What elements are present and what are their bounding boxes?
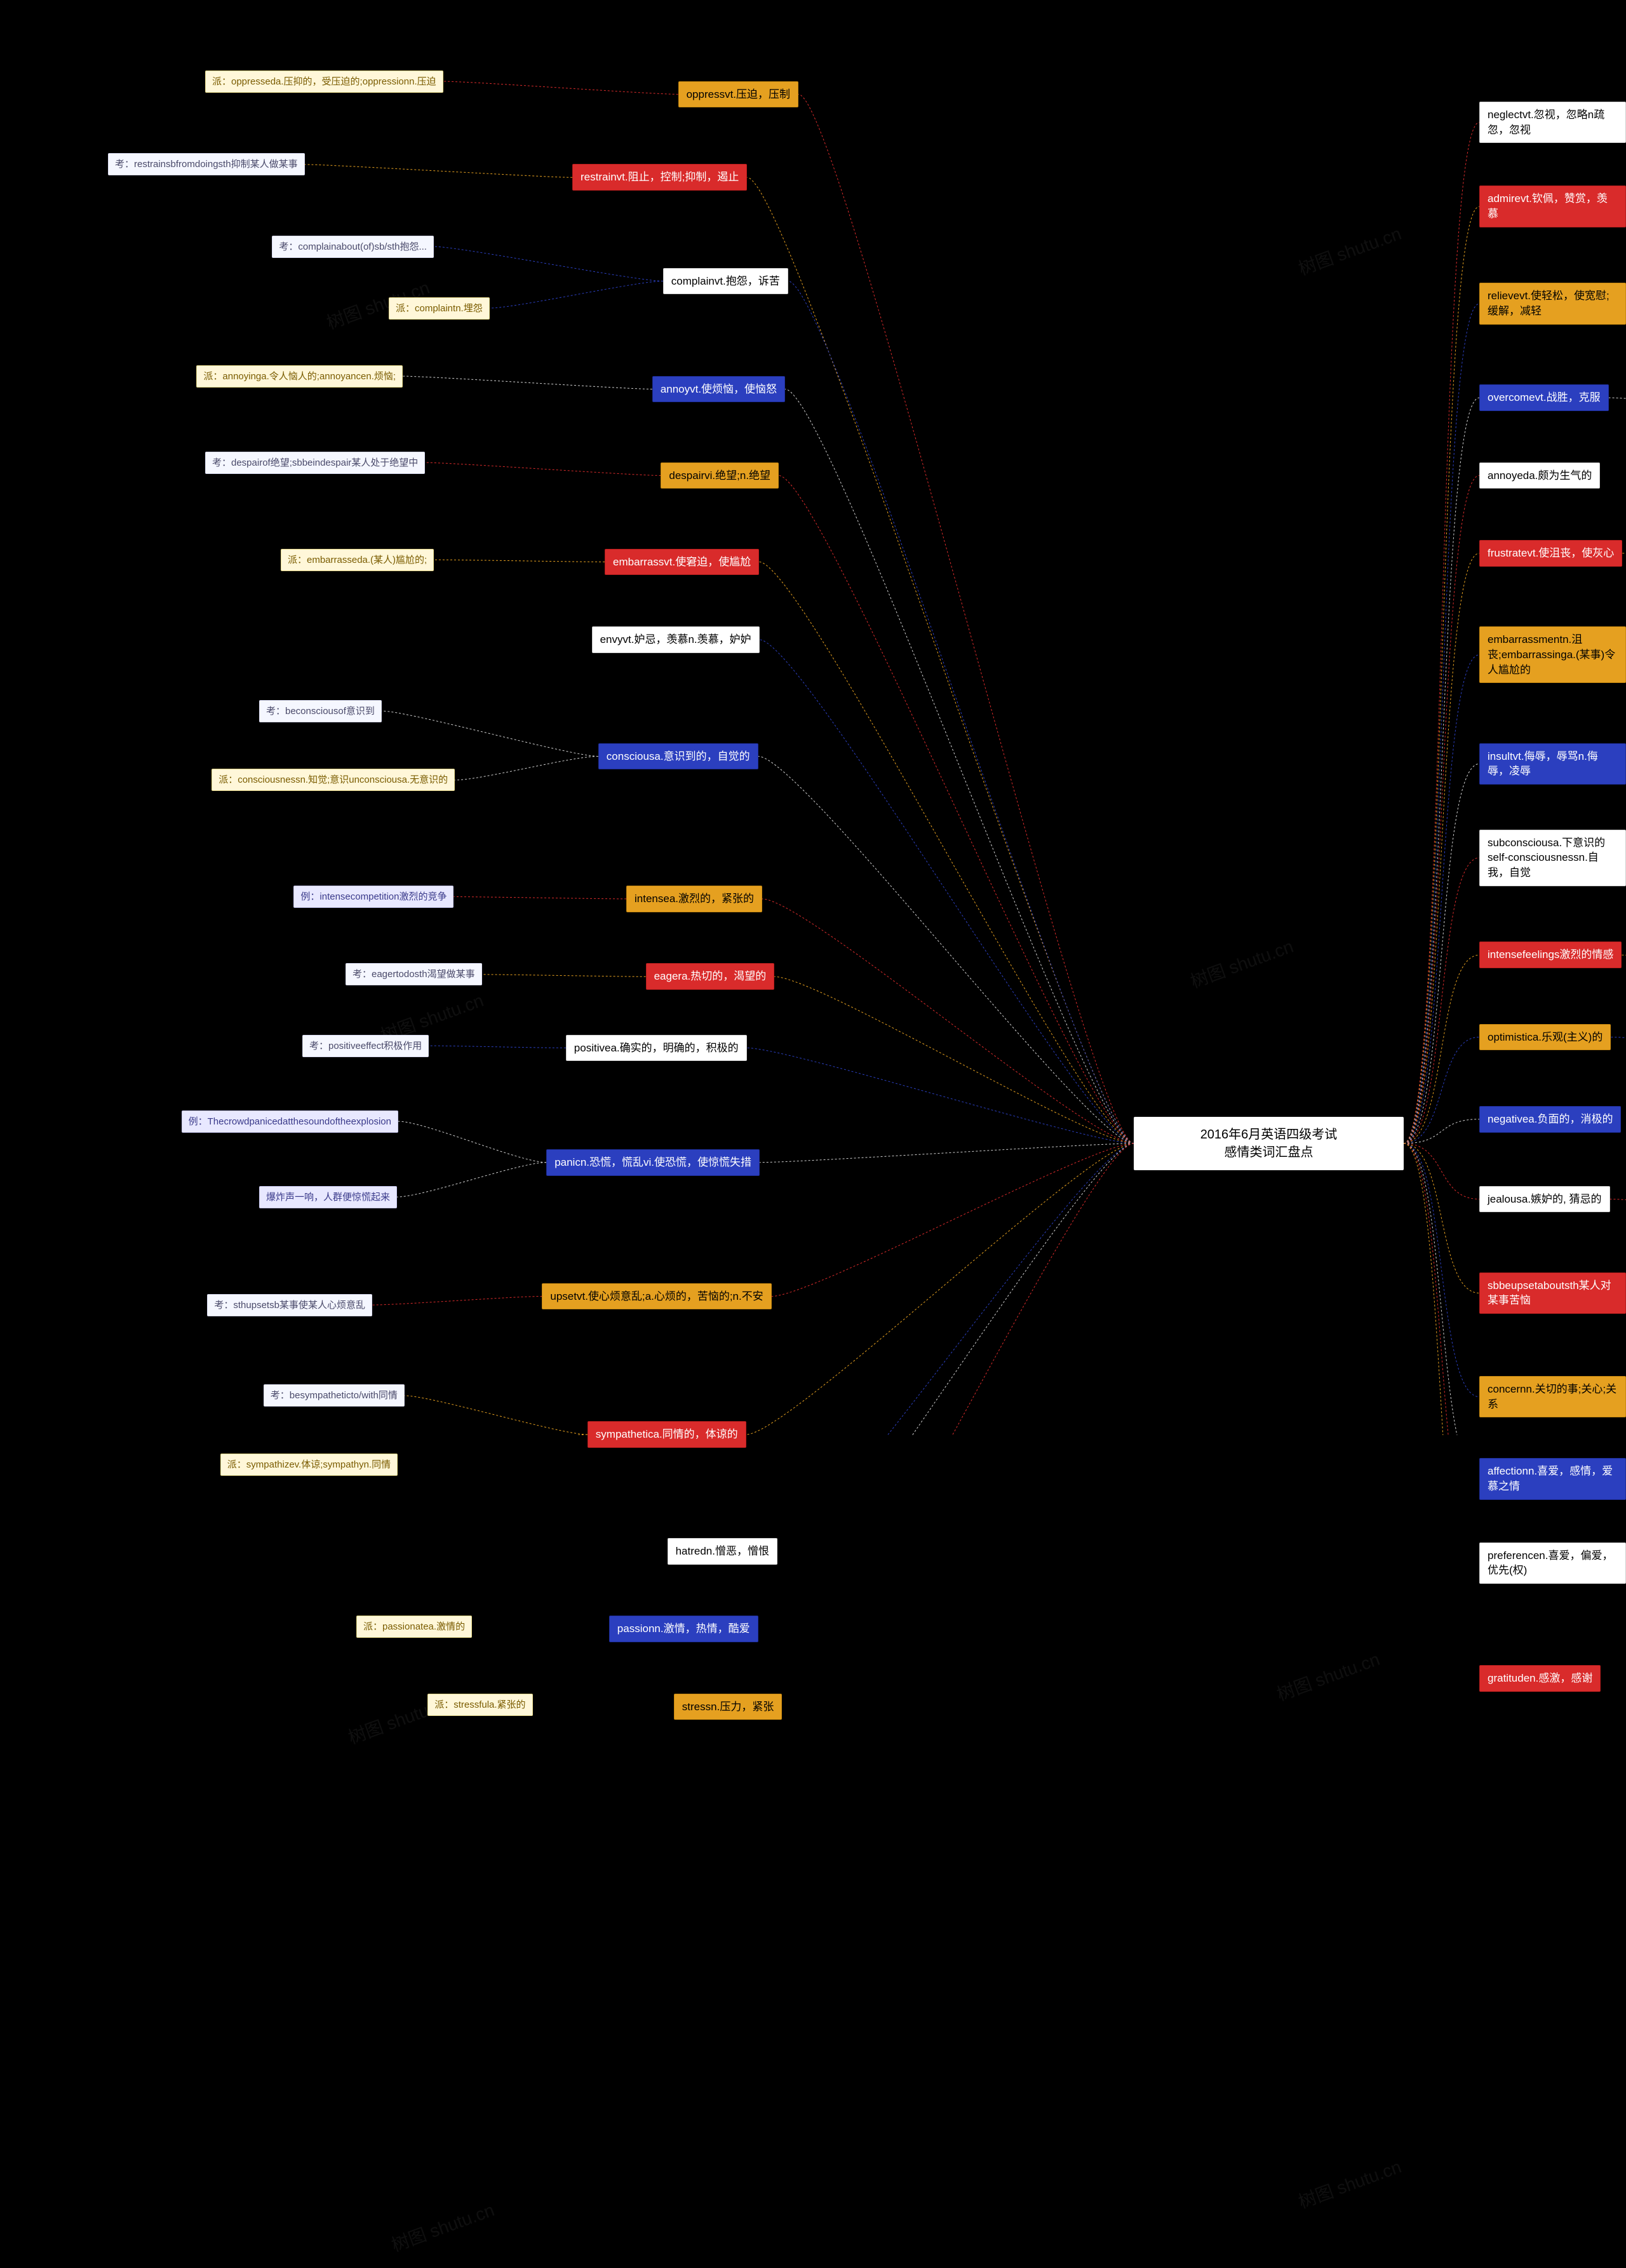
left-node-3: annoyvt.使烦恼，使恼怒 [652,376,785,403]
left-node-6: envyvt.妒忌，羡慕n.羡慕，妒妒 [592,626,760,653]
left-node-14: hatredn.憎恶，憎恨 [668,1538,777,1565]
right-node-0: neglectvt.忽视，忽略n疏忽，忽视 [1479,102,1626,144]
left-node-16: stressn.压力，紧张 [674,1694,783,1720]
left-node-11: panicn.恐慌，慌乱vi.使恐慌，使惊慌失措 [546,1149,760,1176]
left-node-5: embarrassvt.使窘迫，使尴尬 [605,549,759,576]
mindmap-canvas: 2016年6月英语四级考试 感情类词汇盘点 树图 shutu.cn 树图 shutu… [0,0,1626,1435]
right-node-11: negativea.负面的，消极的 [1479,1106,1621,1133]
left-leaf-16-0: 派：stressfula.紧张的 [427,1694,532,1716]
left-leaf-0-0: 派：oppresseda.压抑的，受压迫的;oppressionn.压迫 [205,71,443,93]
watermark: 树图 shutu.cn [1294,2153,1404,2214]
right-node-17: gratituden.感激，感谢 [1479,1665,1601,1692]
watermark: 树图 shutu.cn [1273,1645,1383,1706]
right-node-14: concernn.关切的事;关心;关系 [1479,1376,1626,1418]
left-leaf-7-1: 派：consciousnessn.知觉;意识unconsciousa.无意识的 [212,769,455,791]
left-leaf-12-0: 考：sthupsetsb某事使某人心烦意乱 [207,1294,372,1316]
left-leaf-5-0: 派：embarrasseda.(某人)尴尬的; [281,549,434,571]
left-leaf-2-0: 考：complainabout(of)sb/sth抱怨... [272,236,434,258]
left-node-4: despairvi.绝望;n.绝望 [661,462,779,489]
left-leaf-3-0: 派：annoyinga.令人恼人的;annoyancen.烦恼; [196,365,403,388]
right-node-12: jealousa.嫉妒的, 猜忌的 [1479,1186,1610,1213]
left-leaf-11-1: 爆炸声一响，人群便惊慌起来 [259,1186,397,1208]
left-leaf-7-0: 考：beconsciousof意识到 [259,700,382,722]
root-node: 2016年6月英语四级考试 感情类词汇盘点 [1134,1117,1404,1170]
left-node-12: upsetvt.使心烦意乱;a.心烦的，苦恼的;n.不安 [542,1283,771,1310]
left-node-9: eagera.热切的，渴望的 [646,963,775,990]
left-leaf-11-0: 例：Thecrowdpanicedatthesoundoftheexplosio… [182,1110,398,1133]
left-leaf-10-0: 考：positiveeffect积极作用 [302,1035,429,1057]
edge-layer [0,0,1626,1435]
left-leaf-1-0: 考：restrainsbfromdoingsth抑制某人做某事 [108,153,305,175]
left-node-7: consciousa.意识到的，自觉的 [598,743,758,770]
right-node-16: preferencen.喜爱，偏爱，优先(权) [1479,1542,1626,1584]
left-node-2: complainvt.抱怨，诉苦 [663,268,788,295]
left-node-8: intensea.激烈的，紧张的 [626,886,762,912]
left-leaf-15-0: 派：passionatea.激情的 [356,1616,472,1638]
right-node-3: overcomevt.战胜，克服 [1479,384,1609,411]
right-node-1: admirevt.钦佩，赞赏，羡慕 [1479,186,1626,227]
watermark: 树图 shutu.cn [1186,933,1296,994]
left-node-15: passionn.激情，热情，酷爱 [609,1616,758,1642]
left-leaf-9-0: 考：eagertodosth渴望做某事 [346,963,482,985]
right-node-6: embarrassmentn.沮丧;embarrassinga.(某事)令人尴尬… [1479,626,1626,683]
watermark: 树图 shutu.cn [387,2196,497,2257]
watermark: 树图 shutu.cn [1294,220,1404,281]
right-node-13: sbbeupsetaboutsth某人对某事苦恼 [1479,1272,1626,1314]
left-leaf-8-0: 例：intensecompetition激烈的竞争 [293,886,454,908]
right-node-10: optimistica.乐观(主义)的 [1479,1024,1611,1051]
left-node-13: sympathetica.同情的，体谅的 [588,1421,746,1448]
left-node-0: oppressvt.压迫，压制 [678,81,798,108]
right-node-5: frustratevt.使沮丧，使灰心 [1479,540,1622,567]
left-node-1: restrainvt.阻止，控制;抑制，遏止 [572,164,747,191]
right-node-7: insultvt.侮辱，辱骂n.侮辱，凌辱 [1479,743,1626,785]
left-leaf-13-1: 派：sympathizev.体谅;sympathyn.同情 [220,1454,398,1476]
right-node-4: annoyeda.颇为生气的 [1479,462,1600,489]
left-leaf-13-0: 考：besympatheticto/with同情 [264,1384,405,1407]
right-node-15: affectionn.喜爱，感情，爱慕之情 [1479,1458,1626,1500]
right-node-8: subconsciousa.下意识的self-consciousnessn.自我… [1479,830,1626,886]
right-node-2: relievevt.使轻松，使宽慰;缓解，减轻 [1479,283,1626,325]
right-node-9: intensefeelings激烈的情感 [1479,942,1622,968]
left-leaf-2-1: 派：complaintn.埋怨 [389,297,490,320]
left-node-10: positivea.确实的，明确的，积极的 [566,1035,747,1062]
left-leaf-4-0: 考：despairof绝望;sbbeindespair某人处于绝望中 [205,452,425,474]
